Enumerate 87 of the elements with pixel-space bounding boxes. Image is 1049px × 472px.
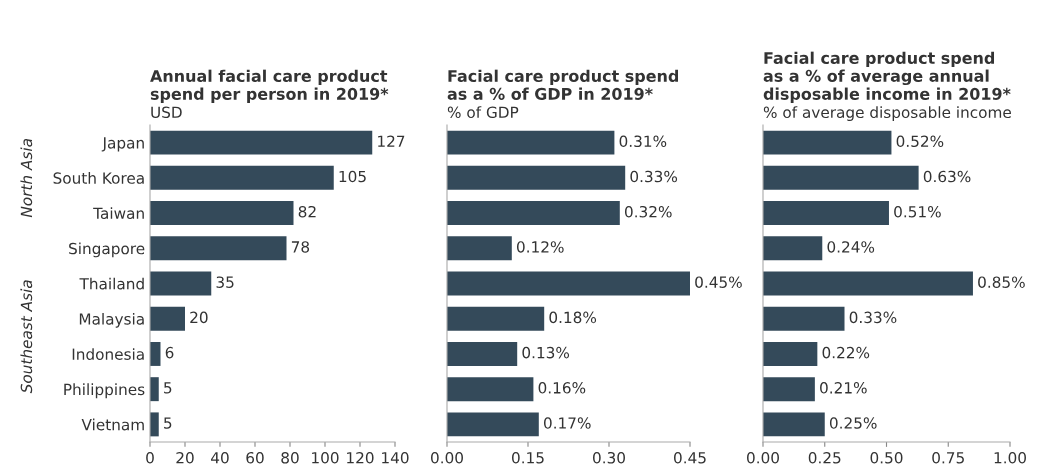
data-label: 0.31%	[619, 135, 667, 148]
data-label: 78	[291, 241, 310, 253]
y-tick-label: Philippines	[64, 383, 145, 399]
bar	[763, 377, 815, 402]
data-label: 0.16%	[538, 382, 586, 394]
bar	[150, 377, 159, 402]
bar	[150, 236, 287, 261]
x-tick-label: 0.30	[593, 451, 625, 464]
chart-title: Annual facial care product spend per person in 2019*	[150, 69, 389, 103]
bar	[447, 306, 545, 331]
data-label: 82	[298, 205, 316, 218]
chart-subtitle: USD	[151, 106, 182, 119]
bar	[447, 377, 534, 402]
x-tick-label: 40	[211, 451, 229, 464]
bar	[150, 165, 334, 190]
x-tick-label: 140	[382, 451, 409, 464]
data-label: 0.33%	[849, 311, 897, 324]
bar	[150, 306, 185, 331]
bar	[150, 130, 373, 155]
bar	[763, 236, 823, 261]
bar	[447, 341, 518, 366]
x-tick-label: 60	[246, 451, 264, 464]
data-label: 0.25%	[829, 417, 877, 429]
chart-subtitle: % of average disposable income	[763, 106, 1011, 121]
bar	[763, 130, 892, 155]
data-label: 0.52%	[896, 135, 944, 148]
y-tick-label: South Korea	[53, 172, 144, 184]
data-label: 0.21%	[820, 382, 867, 394]
x-tick-label: 100	[312, 451, 339, 464]
x-tick-label: 0.00	[431, 451, 463, 464]
data-label: 5	[164, 382, 172, 394]
x-tick-label: 0	[146, 451, 154, 464]
x-tick-label: 0.15	[512, 451, 544, 464]
y-tick-label: Taiwan	[93, 207, 144, 220]
x-tick-label: 0.00	[747, 451, 779, 464]
data-label: 105	[339, 170, 366, 183]
chart-title: Facial care product spend as a % of GDP in 2019*	[447, 69, 679, 100]
x-tick-label: 0.45	[674, 451, 706, 464]
x-tick-label: 80	[281, 451, 299, 464]
bar	[447, 130, 615, 155]
data-label: 20	[190, 311, 208, 324]
data-label: 0.63%	[923, 170, 971, 183]
y-tick-label: Indonesia	[72, 348, 144, 360]
data-label: 35	[216, 276, 234, 288]
x-tick-label: 20	[176, 451, 194, 464]
data-label: 0.45%	[695, 276, 742, 288]
y-tick-label: Vietnam	[81, 418, 144, 431]
data-label: 127	[378, 135, 405, 147]
data-label: 0.17%	[543, 417, 591, 429]
bar	[763, 201, 889, 226]
bar	[763, 412, 825, 437]
bar	[447, 165, 626, 190]
data-label: 0.33%	[630, 170, 678, 183]
bar	[763, 306, 845, 331]
bar	[150, 201, 294, 226]
bar	[447, 201, 620, 226]
data-label: 0.85%	[978, 276, 1025, 288]
bar	[150, 412, 159, 437]
data-label: 0.12%	[516, 241, 564, 253]
x-tick-label: 0.50	[870, 451, 903, 464]
x-tick-label: 120	[347, 451, 374, 464]
data-label: 0.18%	[549, 311, 597, 324]
text: Southeast Asia	[20, 280, 33, 394]
data-label: 0.24%	[827, 241, 875, 253]
y-tick-label: Thailand	[79, 277, 144, 290]
bar	[763, 271, 973, 296]
x-tick-label: 0.75	[932, 451, 964, 464]
bar	[763, 341, 818, 366]
bar	[150, 271, 212, 296]
data-label: 0.32%	[624, 205, 672, 218]
data-label: 0.22%	[822, 346, 870, 359]
data-label: 0.51%	[894, 205, 941, 218]
data-label: 0.13%	[522, 346, 570, 359]
text: North Asia	[20, 139, 33, 218]
data-label: 5	[164, 417, 172, 429]
bar	[763, 165, 919, 190]
y-tick-label: Singapore	[69, 242, 145, 258]
x-tick-label: 1.00	[994, 451, 1026, 464]
chart-subtitle: % of GDP	[447, 106, 519, 119]
bar	[447, 271, 690, 296]
y-tick-label: Japan	[101, 137, 144, 152]
y-tick-label: Malaysia	[79, 312, 144, 328]
x-tick-label: 0.25	[808, 451, 841, 464]
bar	[447, 236, 512, 261]
chart-title: Facial care product spend as a % of average annual disposable income in 2019*	[763, 51, 1011, 103]
bar	[447, 412, 539, 437]
data-label: 6	[165, 346, 174, 359]
